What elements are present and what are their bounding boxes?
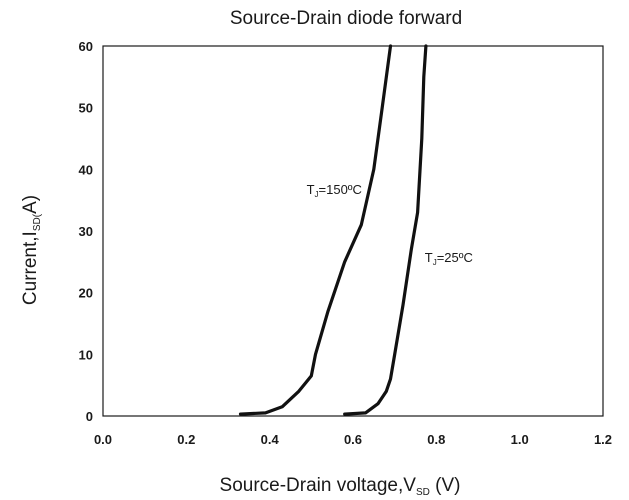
y-axis-title-sub: SD( — [32, 213, 43, 231]
y-tick-label: 20 — [79, 286, 93, 301]
plot-frame — [102, 45, 604, 417]
annotation-main: T — [425, 250, 433, 265]
y-axis-title-unit: A) — [20, 195, 41, 214]
x-tick-label: 0.8 — [427, 432, 445, 447]
y-axis-title: Current,ISD(A) — [20, 195, 43, 305]
annotation-sub: J — [433, 258, 437, 267]
x-axis-title-sub: SD — [416, 487, 430, 498]
series-line-2 — [343, 44, 428, 416]
series-annotation-1: TJ=150ºC — [307, 182, 362, 199]
y-axis-title-main: Current,I — [20, 231, 41, 305]
x-tick-label: 0.0 — [94, 432, 112, 447]
series-line-1 — [238, 44, 393, 416]
series-group — [238, 44, 428, 416]
x-axis-title-unit: (V) — [430, 475, 461, 496]
y-tick-label: 40 — [79, 162, 93, 177]
annotation-sub: J — [315, 190, 319, 199]
y-tick-label: 10 — [79, 347, 93, 362]
annotation-rest: =25ºC — [437, 250, 473, 265]
x-axis-title-main: Source-Drain voltage,V — [220, 475, 417, 496]
y-tick-label: 30 — [79, 224, 93, 239]
y-tick-labels: 0 10 20 30 40 50 60 — [79, 39, 93, 424]
x-tick-label: 1.2 — [594, 432, 612, 447]
annotation-main: T — [307, 182, 315, 197]
x-tick-label: 0.4 — [261, 432, 280, 447]
y-tick-label: 60 — [79, 39, 93, 54]
x-tick-labels: 0.0 0.2 0.4 0.6 0.8 1.0 1.2 — [94, 432, 612, 447]
y-tick-label: 0 — [86, 409, 93, 424]
x-tick-label: 1.0 — [511, 432, 529, 447]
x-tick-label: 0.2 — [177, 432, 195, 447]
chart-title: Source-Drain diode forward — [230, 8, 462, 29]
series-annotation-2: TJ=25ºC — [425, 250, 473, 267]
x-axis-title: Source-Drain voltage,VSD (V) — [220, 475, 461, 498]
x-tick-label: 0.6 — [344, 432, 362, 447]
y-tick-label: 50 — [79, 101, 93, 116]
annotation-rest: =150ºC — [319, 182, 362, 197]
